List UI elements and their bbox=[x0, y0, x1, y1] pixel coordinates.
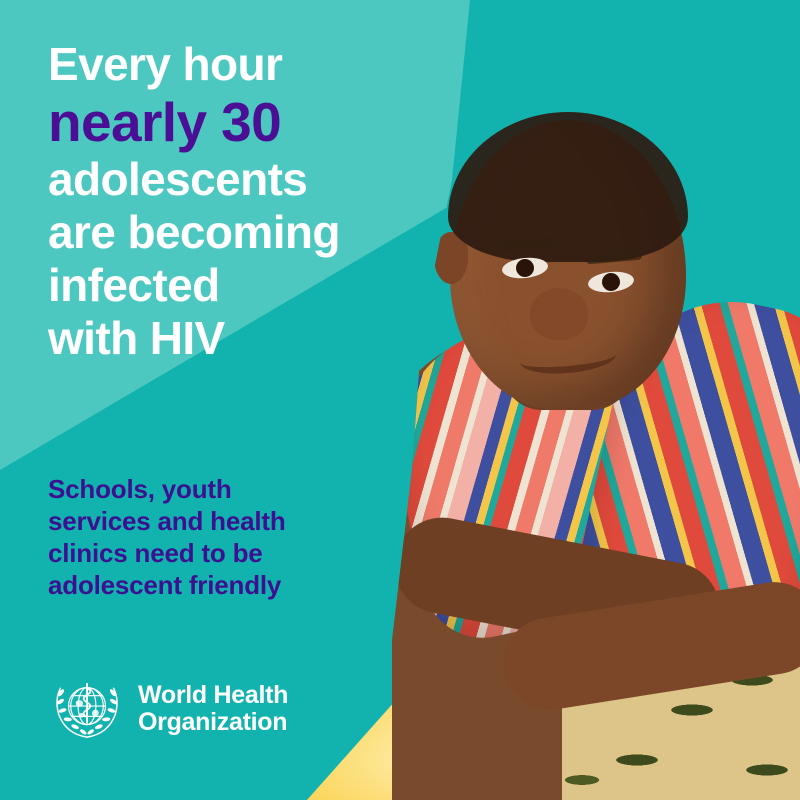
subheadline-line-2: services and health bbox=[48, 506, 286, 536]
headline-line-4: are becoming bbox=[48, 206, 340, 258]
subheadline-line-4: adolescent friendly bbox=[48, 570, 282, 600]
headline-line-5: infected bbox=[48, 259, 220, 311]
subheadline-line-1: Schools, youth bbox=[48, 474, 232, 504]
headline-line-1: Every hour bbox=[48, 38, 283, 90]
who-logo: World Health Organization bbox=[50, 672, 288, 746]
subheadline-block: Schools, youth services and health clini… bbox=[48, 473, 408, 601]
who-wordmark-line-1: World Health bbox=[138, 681, 289, 709]
photo-nose bbox=[530, 288, 588, 340]
headline-block: Every hour nearly 30 adolescents are bec… bbox=[48, 38, 448, 365]
who-emblem-icon bbox=[56, 682, 118, 738]
headline-line-6: with HIV bbox=[48, 312, 225, 364]
who-wordmark: World Health Organization bbox=[138, 682, 288, 736]
photo-pupil-left bbox=[515, 258, 535, 278]
photo-pupil-right bbox=[601, 272, 621, 292]
adolescent-portrait-photo bbox=[392, 0, 800, 800]
who-wordmark-line-2: Organization bbox=[138, 708, 288, 736]
headline-line-2-emphasis: nearly 30 bbox=[48, 91, 282, 153]
headline-line-3: adolescents bbox=[48, 153, 308, 205]
subheadline-line-3: clinics need to be bbox=[48, 538, 263, 568]
